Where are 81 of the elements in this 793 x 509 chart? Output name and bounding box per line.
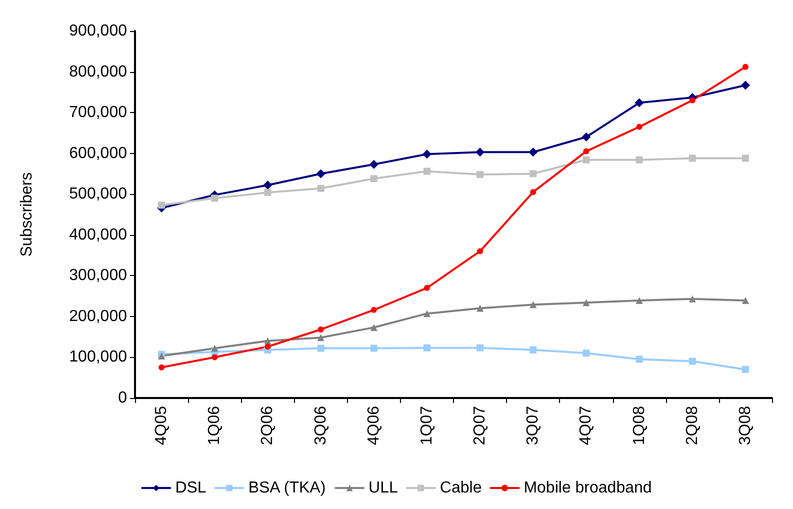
point — [582, 350, 590, 357]
point — [688, 154, 696, 162]
x-tick-label: 4Q06 — [365, 406, 382, 446]
point — [264, 344, 271, 350]
point — [317, 334, 324, 342]
legend-label: BSA (TKA) — [248, 480, 326, 496]
point — [689, 97, 696, 104]
point — [476, 148, 485, 157]
x-tick-label: 4Q07 — [578, 406, 595, 446]
y-tick-label: 200,000 — [69, 308, 128, 325]
point — [582, 132, 591, 142]
point — [742, 154, 749, 162]
y-tick-label: 600,000 — [69, 144, 128, 162]
x-tick-label: 2Q08 — [684, 406, 701, 446]
x-tick-label: 3Q06 — [312, 406, 330, 446]
point — [634, 98, 644, 108]
point — [318, 326, 324, 332]
point — [636, 156, 643, 164]
point — [530, 170, 537, 178]
point — [423, 344, 430, 352]
x-tick-label: 3Q08 — [736, 406, 754, 446]
y-tick-label: 500,000 — [69, 186, 128, 203]
x-tick-label: 1Q08 — [630, 406, 648, 446]
point — [317, 184, 324, 192]
point — [530, 301, 537, 308]
y-tick-label: 100,000 — [69, 348, 128, 366]
x-tick-label: 1Q07 — [418, 406, 436, 446]
point — [477, 248, 484, 254]
y-tick-label: 300,000 — [69, 267, 128, 284]
point — [476, 304, 484, 312]
y-tick-label: 400,000 — [69, 226, 128, 244]
point — [158, 364, 165, 370]
point — [263, 180, 272, 190]
point — [528, 148, 538, 157]
point — [636, 297, 643, 304]
point — [370, 344, 378, 352]
point — [317, 344, 324, 352]
y-tick-label: 900,000 — [69, 22, 128, 40]
point — [211, 194, 218, 202]
point — [211, 344, 218, 352]
point — [636, 356, 643, 363]
point — [423, 310, 430, 318]
point — [530, 189, 536, 196]
point — [688, 358, 696, 365]
point — [370, 324, 378, 331]
point — [583, 148, 590, 154]
y-tick-label: 700,000 — [69, 104, 128, 122]
point — [370, 306, 377, 313]
point — [582, 299, 590, 306]
point — [742, 366, 749, 373]
point — [422, 150, 432, 159]
point — [158, 202, 166, 209]
point — [742, 297, 749, 304]
point — [212, 354, 218, 360]
legend-label: Cable — [440, 480, 482, 496]
point — [476, 344, 484, 352]
x-tick-label: 4Q05 — [153, 406, 170, 446]
point — [636, 124, 642, 130]
legend-label: DSL — [175, 480, 206, 496]
x-tick-label: 2Q07 — [472, 406, 489, 446]
y-tick-label: 800,000 — [69, 63, 128, 80]
legend-label: ULL — [368, 480, 398, 496]
point — [742, 64, 748, 70]
point — [424, 284, 430, 291]
legend-label: Mobile broadband — [524, 480, 652, 496]
point — [370, 175, 378, 182]
point — [688, 295, 696, 302]
y-tick-label: 0 — [118, 390, 128, 406]
point — [264, 188, 272, 196]
point — [316, 169, 326, 178]
point — [476, 171, 484, 178]
point — [530, 346, 537, 354]
point — [740, 80, 750, 90]
point — [423, 168, 430, 175]
x-tick-label: 2Q06 — [259, 406, 276, 446]
point — [264, 337, 272, 344]
point — [369, 160, 378, 169]
x-tick-label: 3Q07 — [524, 406, 542, 446]
x-tick-label: 1Q06 — [206, 406, 224, 446]
point — [582, 156, 590, 164]
y-axis-title: Subscribers — [18, 172, 36, 257]
